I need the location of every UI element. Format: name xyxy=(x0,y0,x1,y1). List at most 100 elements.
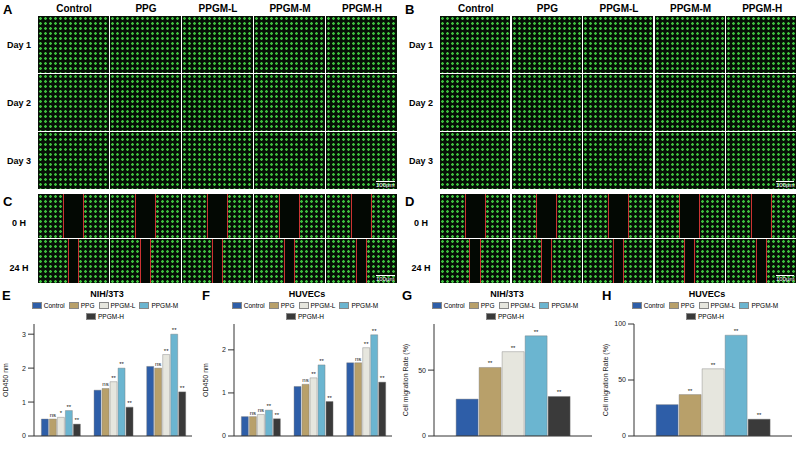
svg-text:**: ** xyxy=(111,375,116,381)
svg-text:ns: ns xyxy=(50,412,56,418)
html-text:100μm: 100μm xyxy=(376,181,395,188)
svg-text:**: ** xyxy=(127,400,132,406)
svg-text:**: ** xyxy=(372,328,377,334)
html-text:PPG: PPG xyxy=(480,302,495,309)
svg-text:ns: ns xyxy=(302,377,308,383)
svg-text:2: 2 xyxy=(222,346,226,353)
html-text:Control: Control xyxy=(243,302,265,309)
svg-text:ns: ns xyxy=(250,410,256,416)
svg-text:0: 0 xyxy=(22,432,26,439)
html-text:PPG: PPG xyxy=(536,3,558,14)
svg-text:**: ** xyxy=(319,358,324,364)
svg-text:**: ** xyxy=(164,348,169,354)
html-text:PPGM-M: PPGM-M xyxy=(151,302,179,309)
svg-text:ns: ns xyxy=(355,356,361,362)
svg-text:**: ** xyxy=(119,361,124,367)
html-text:NIH/3T3: NIH/3T3 xyxy=(490,289,524,299)
svg-text:**: ** xyxy=(275,412,280,418)
html-text:PPG: PPG xyxy=(135,3,157,14)
svg-text:100: 100 xyxy=(614,320,626,327)
html-text:PPGM-H: PPGM-H xyxy=(498,313,524,320)
html-text:Day 2: Day 2 xyxy=(7,98,31,108)
html-text:E: E xyxy=(2,288,11,303)
html-text:Control: Control xyxy=(643,302,665,309)
svg-text:**: ** xyxy=(75,417,80,423)
svg-text:**: ** xyxy=(380,375,385,381)
html-text:PPG: PPG xyxy=(80,302,95,309)
html-text:PPGM-M: PPGM-M xyxy=(551,302,579,309)
svg-text:ns: ns xyxy=(102,381,108,387)
svg-text:**: ** xyxy=(757,412,762,418)
html-text:PPGM-H: PPGM-H xyxy=(742,3,783,14)
html-text:C: C xyxy=(3,194,13,209)
svg-text:Cell migration Rate (%): Cell migration Rate (%) xyxy=(602,344,610,416)
html-text:H: H xyxy=(602,288,612,303)
html-text:Control: Control xyxy=(43,302,65,309)
html-text:B: B xyxy=(405,2,415,17)
html-text:A: A xyxy=(3,2,13,17)
svg-text:50: 50 xyxy=(418,367,426,374)
svg-text:**: ** xyxy=(172,327,177,333)
html-text:Control: Control xyxy=(56,3,92,14)
html-text:PPGM-H: PPGM-H xyxy=(342,3,382,14)
html-text:0 H: 0 H xyxy=(12,217,26,228)
html-text:PPGM-M: PPGM-M xyxy=(670,3,712,14)
html-text:HUVECs: HUVECs xyxy=(688,289,726,299)
svg-text:**: ** xyxy=(511,345,516,351)
html-text:G: G xyxy=(402,288,413,303)
html-text:100μm: 100μm xyxy=(776,275,795,282)
html-text:PPG: PPG xyxy=(280,302,295,309)
html-text:Control: Control xyxy=(443,302,465,309)
html-text:D: D xyxy=(405,194,415,209)
svg-text:0: 0 xyxy=(222,432,226,439)
svg-text:0: 0 xyxy=(622,432,626,439)
html-text:Day 1: Day 1 xyxy=(7,40,31,50)
svg-text:ns: ns xyxy=(258,407,264,413)
svg-text:1: 1 xyxy=(22,399,26,406)
svg-text:Cell migration Rate (%): Cell migration Rate (%) xyxy=(402,344,410,416)
svg-text:OD450 nm: OD450 nm xyxy=(202,363,209,397)
html-text:PPGM-H: PPGM-H xyxy=(98,313,124,320)
html-text:24 H: 24 H xyxy=(411,262,431,273)
html-text:PPGM-L: PPGM-L xyxy=(198,3,238,14)
html-text:Day 2: Day 2 xyxy=(409,98,433,108)
html-text:Day 3: Day 3 xyxy=(7,156,31,166)
html-text:PPGM-L: PPGM-L xyxy=(599,3,639,14)
html-text:F: F xyxy=(202,288,210,303)
svg-text:ns: ns xyxy=(155,361,161,367)
svg-text:3: 3 xyxy=(22,331,26,338)
html-text:PPGM-L: PPGM-L xyxy=(510,302,536,309)
html-text:Control: Control xyxy=(458,3,494,14)
svg-text:**: ** xyxy=(734,328,739,334)
html-text:NIH/3T3: NIH/3T3 xyxy=(90,289,124,299)
html-text:PPGM-M: PPGM-M xyxy=(351,302,379,309)
html-text:0 H: 0 H xyxy=(414,217,428,228)
svg-text:**: ** xyxy=(327,395,332,401)
html-text:PPGM-H: PPGM-H xyxy=(298,313,324,320)
svg-text:50: 50 xyxy=(618,376,626,383)
svg-text:**: ** xyxy=(67,404,72,410)
html-text:100μm: 100μm xyxy=(376,275,395,282)
html-text:100μm: 100μm xyxy=(776,181,795,188)
html-text:PPGM-M: PPGM-M xyxy=(269,3,311,14)
svg-text:**: ** xyxy=(180,385,185,391)
html-text:24 H: 24 H xyxy=(9,262,29,273)
svg-text:**: ** xyxy=(711,362,716,368)
svg-text:**: ** xyxy=(488,360,493,366)
svg-text:OD450 nm: OD450 nm xyxy=(2,363,9,397)
svg-text:**: ** xyxy=(534,329,539,335)
svg-text:**: ** xyxy=(688,388,693,394)
html-text:HUVECs: HUVECs xyxy=(288,289,326,299)
svg-text:**: ** xyxy=(311,371,316,377)
html-text:PPGM-L: PPGM-L xyxy=(310,302,336,309)
svg-text:*: * xyxy=(60,410,63,416)
svg-text:0: 0 xyxy=(422,432,426,439)
html-text:PPGM-L: PPGM-L xyxy=(110,302,136,309)
html-text:Day 1: Day 1 xyxy=(409,40,433,50)
svg-text:**: ** xyxy=(267,403,272,409)
svg-text:1: 1 xyxy=(222,389,226,396)
svg-text:2: 2 xyxy=(22,365,26,372)
html-text:Day 3: Day 3 xyxy=(409,156,433,166)
svg-text:**: ** xyxy=(557,389,562,395)
svg-text:**: ** xyxy=(364,341,369,347)
